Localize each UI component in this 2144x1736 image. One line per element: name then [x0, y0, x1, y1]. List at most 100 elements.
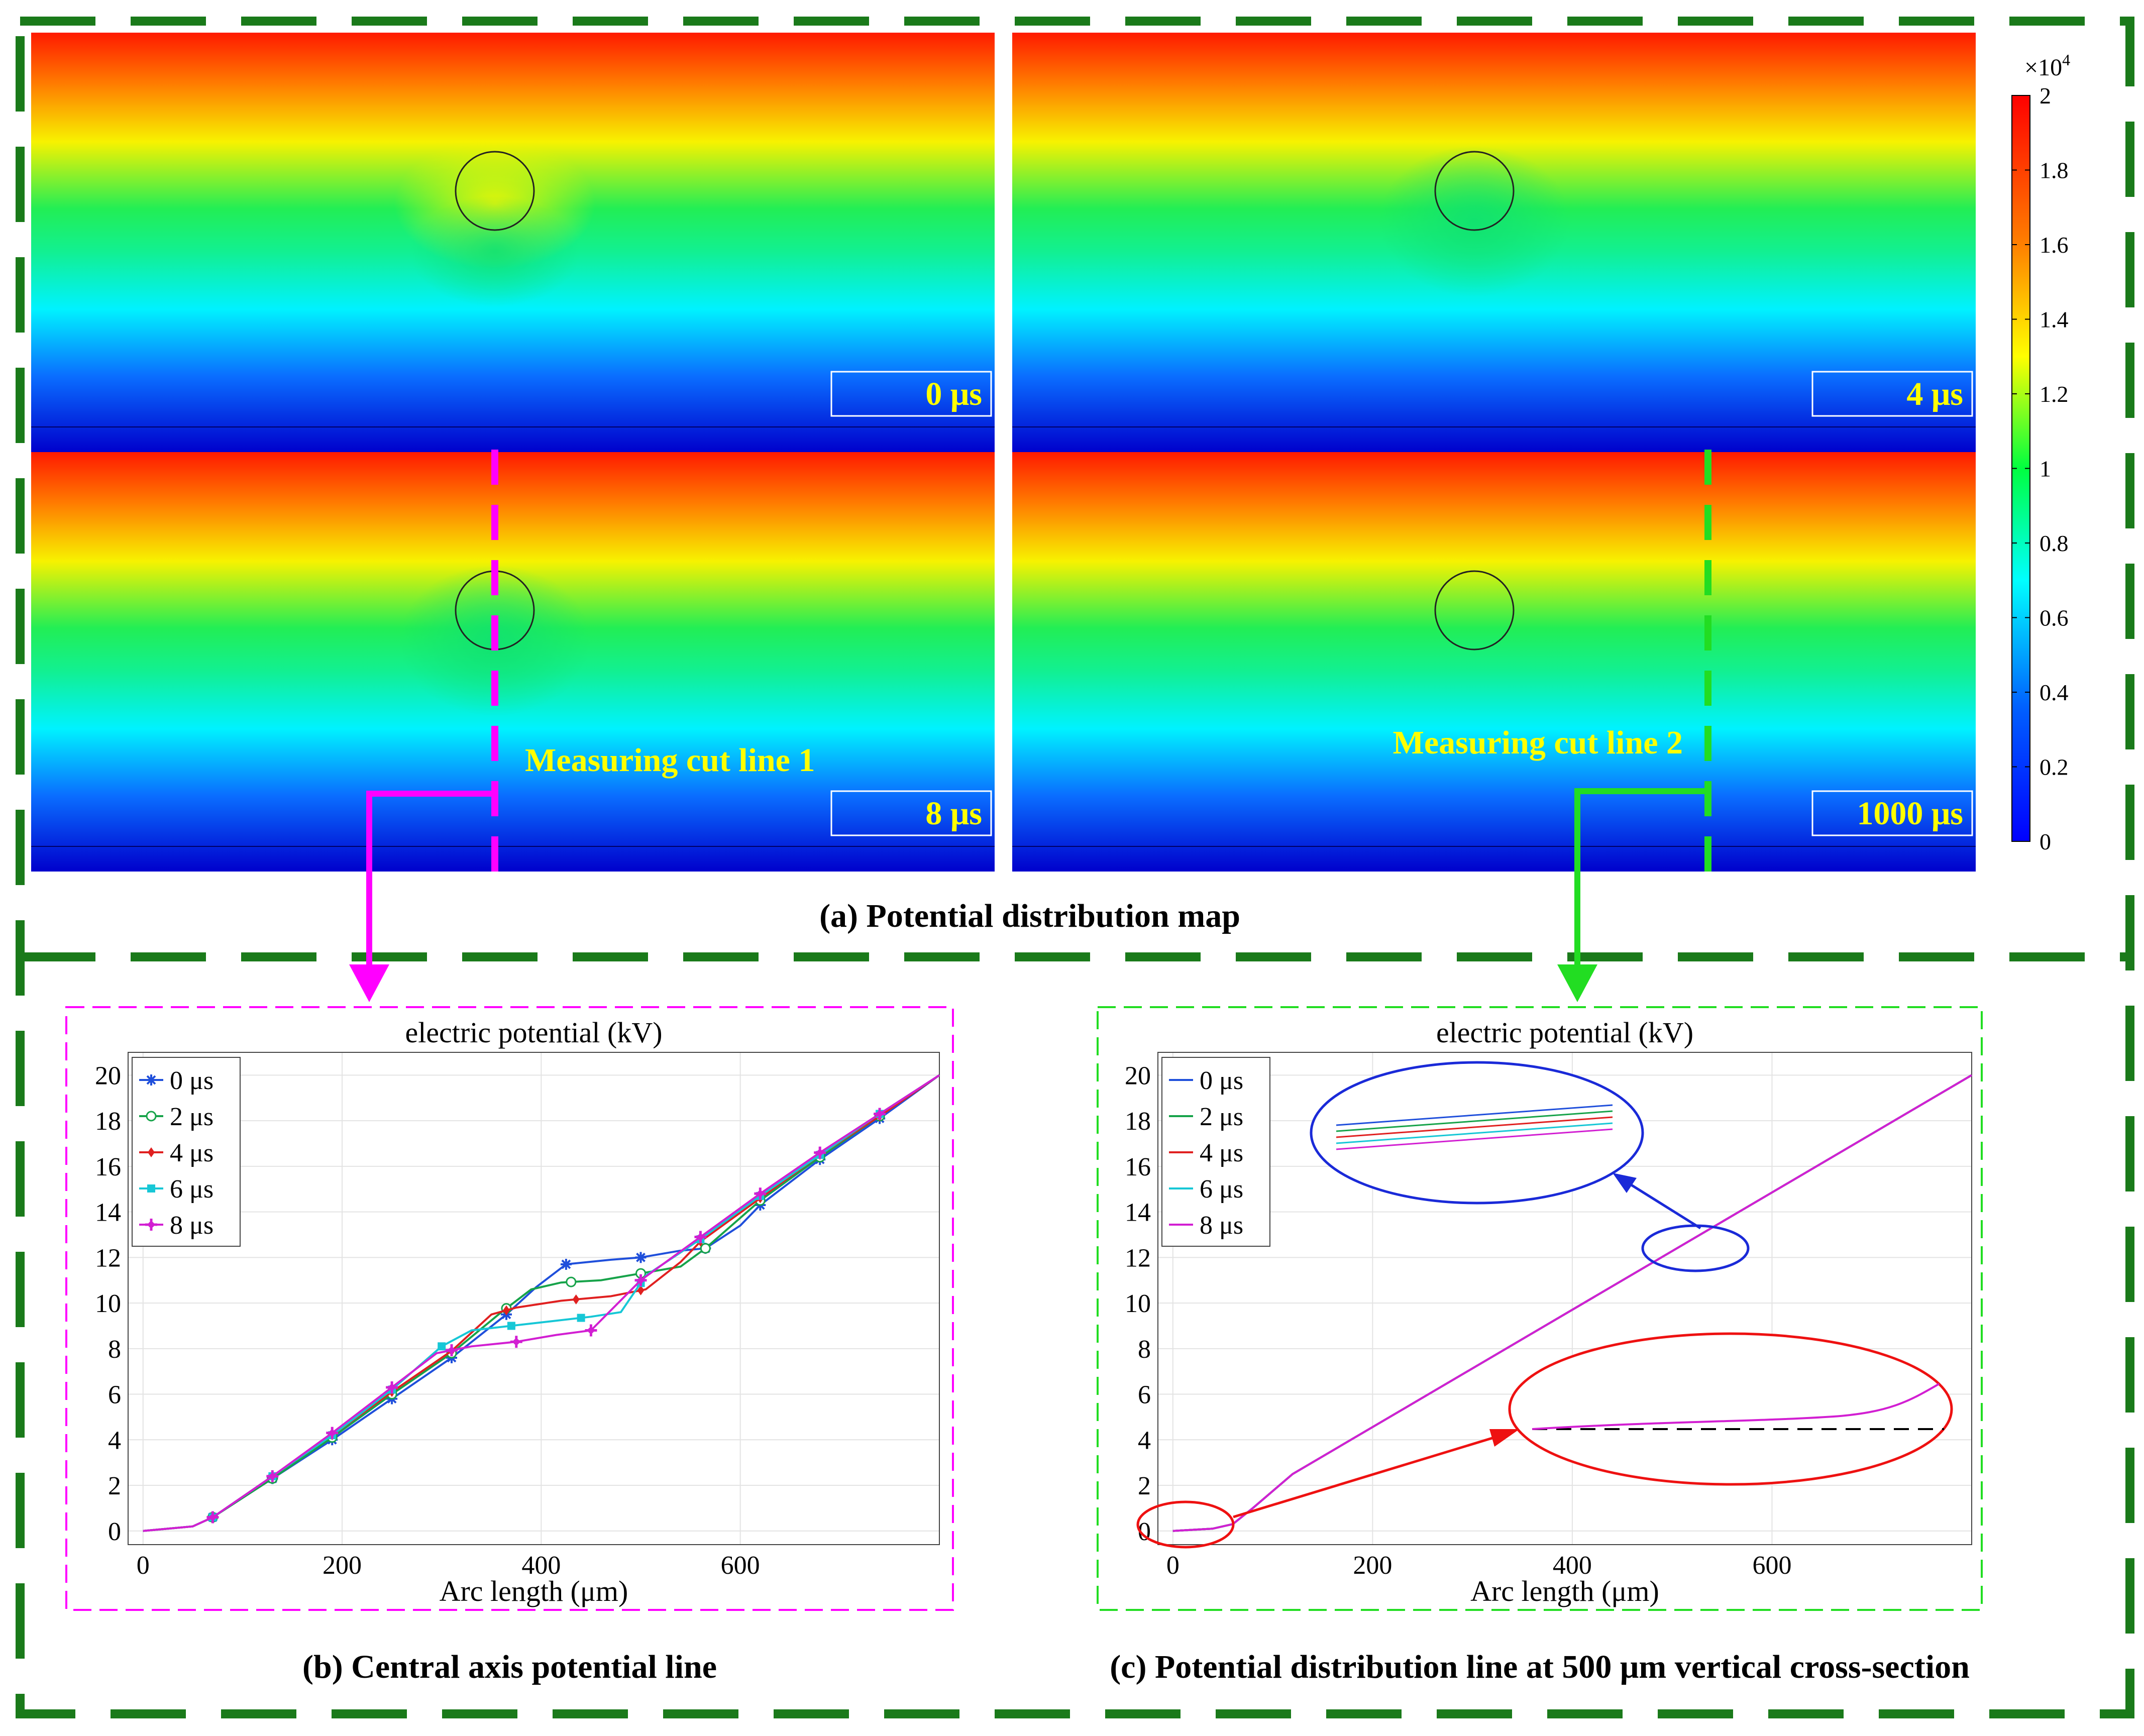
field-distortion: [1379, 146, 1570, 296]
cut-line-2-leader: [1574, 788, 1708, 974]
cut-line-2-label: Measuring cut line 2: [1393, 724, 1683, 761]
data-point: [513, 1339, 519, 1345]
data-point: [507, 1322, 515, 1330]
data-point: [588, 1327, 594, 1334]
colorbar-tick-label: 1.4: [2040, 307, 2069, 333]
data-point: [577, 1314, 585, 1322]
zoom-pointer-arrowhead: [1489, 1429, 1520, 1447]
chart-central-axis: electric potential (kV) 0 200 400 600 0 2 4 6 8 10…: [65, 1006, 954, 1685]
chart-dashed-frame: [65, 1006, 954, 1611]
legend-label: 8 μs: [170, 1211, 213, 1240]
zoom-inset-line: [1336, 1122, 1613, 1144]
data-point: [566, 1276, 577, 1287]
chart-caption: (c) Potential distribution line at 500 μ…: [1110, 1649, 1970, 1685]
y-tick-label: 16: [1125, 1153, 1151, 1181]
chart-caption: (b) Central axis potential line: [302, 1649, 717, 1685]
data-point: [329, 1430, 336, 1436]
time-label-box: [830, 371, 992, 417]
time-label-box: [830, 790, 992, 836]
y-tick-label: 10: [1125, 1289, 1151, 1318]
x-tick-label: 0: [1166, 1551, 1180, 1580]
cut-line-1-label: Measuring cut line 1: [525, 742, 815, 779]
legend-label: 2 μs: [170, 1103, 213, 1131]
zoom-inset-lower: [1508, 1332, 1953, 1486]
data-point: [635, 1252, 647, 1263]
x-axis-label: Arc length (μm): [1470, 1575, 1659, 1607]
colorbar-tick-label: 2: [2040, 83, 2051, 108]
plot-border: [1157, 1052, 1972, 1545]
data-point: [148, 1147, 155, 1157]
data-point: [637, 1277, 644, 1283]
x-tick-label: 0: [137, 1551, 150, 1580]
cut-line-2: Measuring cut line 2: [1393, 450, 1711, 1002]
data-point: [637, 1285, 645, 1295]
data-point: [757, 1190, 764, 1197]
zoom-pointer-upper: [1619, 1176, 1701, 1230]
y-tick-label: 6: [108, 1381, 121, 1409]
data-point: [147, 1184, 155, 1192]
data-point: [146, 1111, 157, 1122]
colorbar-tick-label: 0.6: [2040, 605, 2069, 631]
map-panel-4: 1000 μs: [1012, 452, 1976, 872]
map-panel-3: 8 μs: [31, 452, 995, 872]
colorbar-tick-label: 0.4: [2040, 680, 2069, 705]
data-point: [697, 1234, 704, 1240]
data-point: [438, 1342, 446, 1351]
potential-maps: 0 μs 4 μs 8 μs 1000 μs: [31, 33, 1976, 872]
legend-label: 4 μs: [1200, 1139, 1243, 1167]
x-tick-label: 400: [1553, 1551, 1592, 1580]
colorbar: ×104 2 1.8 1.6 1.4 1.2 1 0.8 0.6 0.4 0.2 0: [2011, 51, 2070, 854]
zoom-inset-line: [1336, 1110, 1613, 1132]
bubble-outline: [1434, 570, 1515, 650]
colorbar-tick-label: 1.2: [2040, 381, 2069, 407]
plot-area: [128, 1052, 939, 1545]
time-label: 0 μs: [925, 376, 982, 412]
zoom-pointer-lower: [1233, 1435, 1497, 1518]
y-tick-label: 4: [1138, 1426, 1151, 1455]
time-label: 8 μs: [925, 795, 982, 832]
bubble-outline: [1434, 151, 1515, 231]
map-panel-2: 4 μs: [1012, 33, 1976, 452]
time-label: 4 μs: [1906, 376, 1963, 412]
legend-label: 4 μs: [170, 1139, 213, 1167]
series-line: [1172, 1074, 1973, 1532]
y-tick-label: 2: [1138, 1472, 1151, 1500]
data-point: [700, 1243, 711, 1254]
data-point: [572, 1294, 580, 1305]
map-field: [1012, 452, 1976, 872]
data-point: [269, 1473, 276, 1479]
zoom-pointer-arrowhead: [1613, 1173, 1637, 1193]
chart-vertical-cross-section: electric potential (kV)0 200 400 6000246810…: [1097, 1006, 1983, 1685]
cut-line-2-arrowhead: [1557, 964, 1597, 1002]
y-tick-label: 6: [1138, 1381, 1151, 1409]
data-point: [817, 1149, 823, 1156]
legend-box: [132, 1057, 241, 1247]
cut-line-1-leader: [366, 791, 495, 974]
y-tick-label: 16: [95, 1153, 121, 1181]
colorbar-exponent: 4: [2062, 51, 2070, 69]
y-tick-label: 20: [1125, 1061, 1151, 1090]
legend-label: 6 μs: [170, 1175, 213, 1204]
y-tick-label: 12: [95, 1244, 121, 1272]
y-tick-label: 20: [95, 1061, 121, 1090]
time-label-box: [1811, 371, 1973, 417]
x-tick-label: 200: [1353, 1551, 1392, 1580]
zoom-inset-line: [1336, 1116, 1613, 1138]
chart-title: electric potential (kV): [1436, 1016, 1693, 1049]
y-tick-label: 12: [1125, 1244, 1151, 1272]
data-point: [148, 1222, 154, 1228]
data-point: [877, 1111, 883, 1117]
x-tick-label: 600: [1752, 1551, 1791, 1580]
colorbar-tick-label: 0.2: [2040, 754, 2069, 780]
data-point: [560, 1258, 572, 1270]
y-tick-label: 8: [1138, 1335, 1151, 1364]
legend-label: 2 μs: [1200, 1103, 1243, 1131]
outer-dashed-frame: [16, 17, 2134, 1718]
zoom-inset-curve: [1532, 1383, 1940, 1430]
zoom-target-lower: [1136, 1500, 1235, 1549]
maps-caption: (a) Potential distribution map: [819, 898, 1240, 934]
data-point: [146, 1074, 157, 1086]
cut-line-1-arrowhead: [349, 964, 389, 1002]
chart-dashed-frame: [1097, 1006, 1983, 1611]
colorbar-multiplier: ×104: [2024, 51, 2070, 81]
